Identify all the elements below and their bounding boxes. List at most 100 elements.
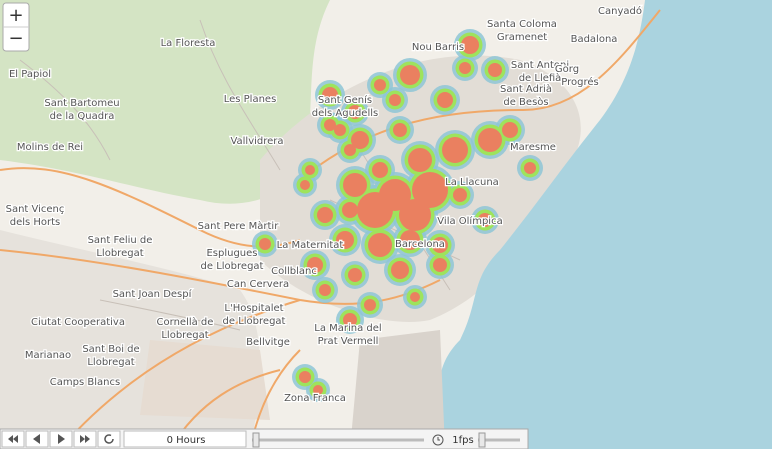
heatmap <box>252 29 543 402</box>
heat-core <box>336 231 354 249</box>
heat-core <box>391 261 409 279</box>
place-label: Cornellà de Llobregat <box>157 316 214 341</box>
place-label: Vallvidrera <box>230 136 283 147</box>
heat-core <box>299 371 311 383</box>
place-label-line: Ciutat Cooperativa <box>31 317 125 328</box>
place-label-line: Esplugues <box>206 248 257 259</box>
place-label-line: Vila Olímpica <box>437 215 502 227</box>
place-label: Gorg <box>555 64 579 75</box>
heat-core <box>399 199 431 231</box>
place-label-line: Sant Boi de <box>82 344 139 355</box>
place-label: Sant Antoni de Llefià <box>511 60 569 84</box>
heat-core <box>432 237 448 253</box>
place-label-line: Molins de Rei <box>17 142 83 153</box>
place-label: Can Cervera <box>227 279 289 290</box>
place-label-line: Vallvidrera <box>230 136 283 147</box>
place-label: La Floresta <box>161 38 216 49</box>
place-label: Sant Genís dels Agudells <box>312 94 378 119</box>
heat-core <box>322 87 338 103</box>
heat-core <box>343 173 367 197</box>
back-icon <box>33 434 40 444</box>
heat-core <box>502 122 518 138</box>
place-label-line: Sant Joan Despí <box>113 288 193 300</box>
heat-core <box>408 148 432 172</box>
place-label: Les Planes <box>224 94 277 105</box>
heat-core <box>372 162 388 178</box>
place-label-line: Sant Vicenç <box>6 204 65 215</box>
place-label: Santa Coloma Gramenet <box>487 19 557 43</box>
speed-label: 1fps <box>452 435 473 446</box>
place-label-line: Nou Barris <box>412 42 464 53</box>
place-label-line: Marianao <box>25 350 71 361</box>
heat-core <box>488 63 502 77</box>
industrial <box>140 340 270 420</box>
place-label-line: Can Cervera <box>227 279 289 290</box>
place-label-line: Prat Vermell <box>318 336 379 347</box>
heat-core <box>400 65 420 85</box>
place-label-line: dels Agudells <box>312 108 378 119</box>
loop-button[interactable] <box>97 430 121 448</box>
play-icon <box>58 434 65 444</box>
heat-core <box>334 124 346 136</box>
zoom-in[interactable]: + <box>8 5 23 26</box>
heat-core <box>324 119 336 131</box>
heat-core <box>442 137 468 163</box>
place-label: La Llacuna <box>445 177 499 188</box>
heat-core <box>348 268 362 282</box>
place-label: El Papiol <box>9 69 51 80</box>
place-label-line: Sant Genís <box>318 94 372 106</box>
heat-core <box>461 36 479 54</box>
place-label-line: Les Planes <box>224 94 277 105</box>
place-label-line: La Llacuna <box>445 177 499 188</box>
sea <box>438 0 772 449</box>
forest <box>0 0 330 204</box>
heat-core <box>453 188 467 202</box>
loop-icon <box>104 434 114 444</box>
place-label: Bellvitge <box>246 337 290 348</box>
zoom-out[interactable]: − <box>8 28 23 49</box>
heat-core <box>524 162 536 174</box>
place-label: Sant Vicenç dels Horts <box>6 204 65 228</box>
place-label-line: L'Hospitalet <box>224 303 283 314</box>
time-box <box>123 430 247 448</box>
place-label: Sant Boi de Llobregat <box>82 344 139 368</box>
place-label: Nou Barris <box>412 42 464 53</box>
place-label-line: Sant Adrià <box>500 83 552 95</box>
place-label-line: de la Quadra <box>50 111 115 122</box>
place-label-line: Maresme <box>510 142 556 153</box>
heat-core <box>305 165 315 175</box>
place-label: Camps Blancs <box>50 377 120 388</box>
heat-core <box>368 233 392 257</box>
place-label-line: Collblanc <box>271 266 317 277</box>
place-label-line: La Floresta <box>161 38 216 49</box>
place-label-line: El Papiol <box>9 69 51 80</box>
heat-core <box>343 313 357 327</box>
time-slider-thumb[interactable] <box>252 432 260 448</box>
speed-slider-thumb[interactable] <box>478 432 486 448</box>
heat-core <box>433 258 447 272</box>
heat-core <box>348 105 362 119</box>
place-label-line: Llobregat <box>87 357 134 368</box>
heat-core <box>342 202 358 218</box>
place-label-line: Zona Franca <box>284 393 346 404</box>
heat-core <box>357 192 393 228</box>
place-label-line: Badalona <box>571 34 618 45</box>
place-label-line: Llobregat <box>96 248 143 259</box>
heat-core <box>259 238 271 250</box>
heat-core <box>374 79 386 91</box>
place-label: Canyadó <box>598 5 642 17</box>
place-label-line: Gramenet <box>497 32 547 43</box>
place-label: Marianao <box>25 350 71 361</box>
place-label-line: Sant Pere Màrtir <box>198 220 280 232</box>
speed-icon <box>432 434 444 446</box>
place-label: Esplugues de Llobregat <box>201 248 264 272</box>
place-label: Sant Pere Màrtir <box>198 220 280 232</box>
place-label-line: Bellvitge <box>246 337 290 348</box>
place-label: Progrés <box>561 76 598 88</box>
heat-core <box>317 207 333 223</box>
place-label-line: La Maternitat <box>277 240 344 251</box>
time-label: 0 Hours <box>167 435 206 446</box>
forward-icon <box>80 435 90 443</box>
place-label-line: de Llefià <box>519 72 562 84</box>
